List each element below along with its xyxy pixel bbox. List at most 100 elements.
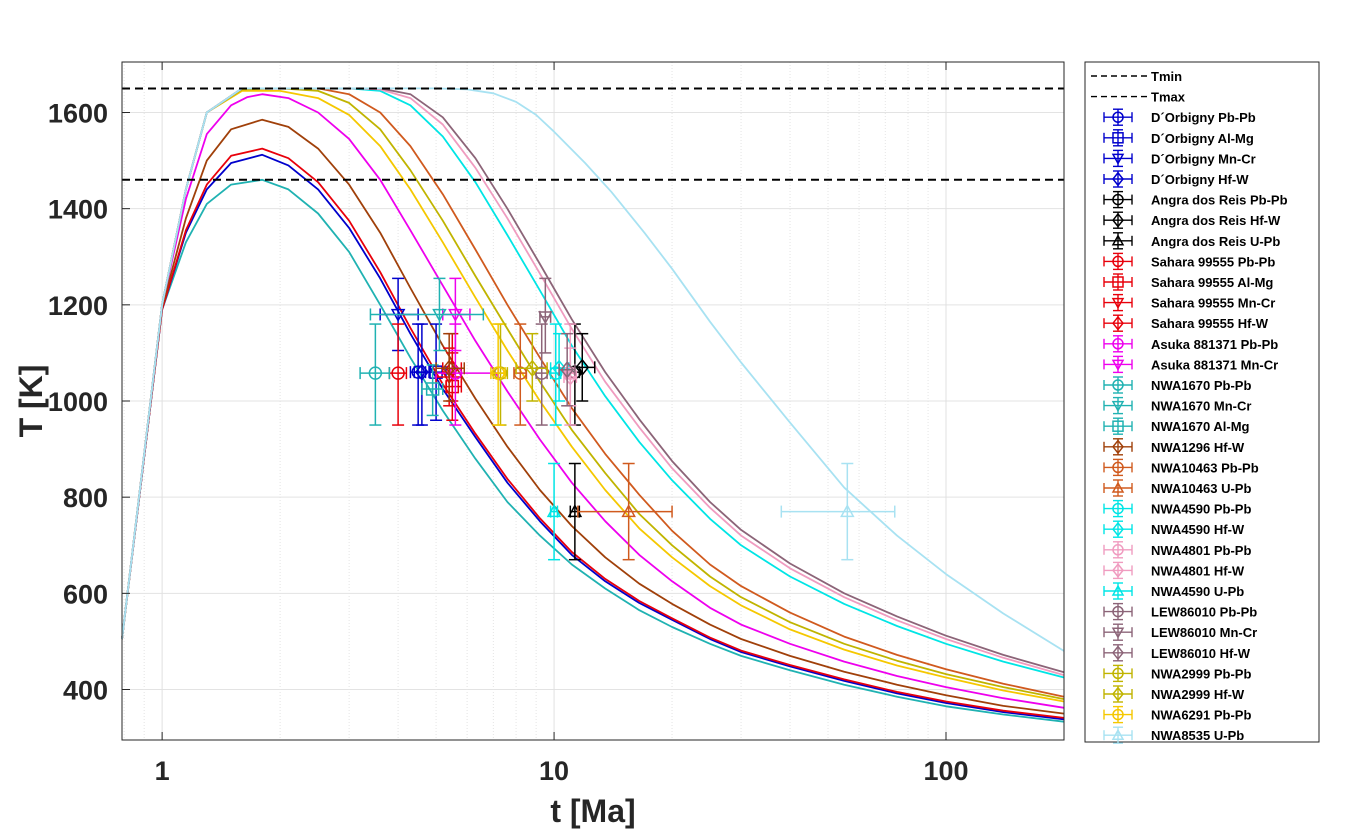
data-point-nwa1296-hf-w: [435, 332, 466, 402]
axis-ticks: 400 600 800 1000 1200 1400 1600 1 10 100: [48, 62, 969, 786]
curve-lew86010: [121, 87, 1065, 674]
legend-label: NWA10463 U-Pb: [1151, 481, 1251, 496]
legend-item: Angra dos Reis Hf-W: [1103, 211, 1281, 229]
legend-item: Sahara 99555 Al-Mg: [1103, 273, 1273, 291]
legend-item: NWA2999 Hf-W: [1103, 685, 1245, 703]
legend-item: NWA4801 Hf-W: [1103, 561, 1245, 580]
legend-item: D´Orbigny Pb-Pb: [1103, 108, 1256, 126]
triangle-down-marker: [1111, 153, 1125, 165]
data-point-nwa2999-hf-w: [515, 332, 548, 402]
diamond-marker: [552, 359, 567, 378]
x-tick-label: 1: [155, 756, 170, 786]
triangle-down-marker: [432, 308, 447, 322]
legend[interactable]: Tmin Tmax D´Orbigny Pb-Pb D´Orbigny Al-Mg D´…: [1084, 61, 1320, 744]
legend-label: D´Orbigny Pb-Pb: [1151, 110, 1256, 125]
circle-marker: [1112, 379, 1124, 391]
x-axis-label: t [Ma]: [550, 793, 635, 829]
data-point-lew86010-hf-w: [558, 332, 576, 407]
diamond-marker: [1112, 686, 1124, 702]
legend-item: NWA8535 U-Pb: [1103, 726, 1244, 744]
legend-label: NWA2999 Hf-W: [1151, 687, 1245, 702]
legend-label: NWA1670 Mn-Cr: [1151, 399, 1251, 414]
circle-marker: [491, 366, 505, 380]
data-point-angra-dos-reis-hf-w: [569, 332, 596, 402]
diamond-marker: [525, 359, 540, 378]
curve-sahara-99555: [121, 147, 1065, 719]
legend-label: Asuka 881371 Pb-Pb: [1151, 337, 1278, 352]
legend-label: Angra dos Reis Pb-Pb: [1151, 193, 1288, 208]
legend-label: LEW86010 Mn-Cr: [1151, 625, 1257, 640]
data-point-nwa8535-u-pb: [780, 462, 896, 561]
diamond-marker: [442, 359, 457, 378]
legend-item: NWA4590 Pb-Pb: [1103, 499, 1251, 518]
curve-nwa6291: [121, 90, 1065, 703]
diamond-marker: [445, 359, 460, 378]
legend-item: NWA1296 Hf-W: [1103, 438, 1245, 456]
legend-label: NWA4801 Pb-Pb: [1151, 543, 1251, 558]
diamond-marker: [1112, 315, 1124, 331]
circle-marker: [1112, 667, 1124, 680]
triangle-up-marker: [1111, 234, 1125, 246]
triangle-down-marker: [1111, 627, 1125, 639]
curve-nwa4590: [121, 87, 1065, 679]
legend-item: D´Orbigny Mn-Cr: [1103, 149, 1256, 168]
circle-marker: [1112, 461, 1124, 474]
legend-label: LEW86010 Pb-Pb: [1151, 605, 1257, 620]
legend-box: [1084, 61, 1320, 743]
legend-item: Asuka 881371 Mn-Cr: [1103, 355, 1278, 374]
circle-marker: [391, 366, 405, 380]
triangle-down-marker: [1111, 400, 1125, 413]
legend-item: Sahara 99555 Mn-Cr: [1103, 293, 1275, 312]
legend-item: Tmin: [1091, 69, 1182, 84]
square-marker: [1112, 420, 1124, 432]
data-point-lew86010-pb-pb: [534, 323, 549, 426]
legend-item: NWA1670 Pb-Pb: [1103, 376, 1251, 394]
legend-item: NWA2999 Pb-Pb: [1103, 664, 1251, 683]
legend-label: NWA6291 Pb-Pb: [1151, 708, 1251, 723]
legend-label: D´Orbigny Hf-W: [1151, 172, 1249, 187]
circle-marker: [1112, 544, 1124, 556]
diamond-marker: [1112, 212, 1124, 228]
square-marker: [425, 382, 440, 396]
legend-label: Sahara 99555 Hf-W: [1151, 316, 1269, 331]
legend-item: Angra dos Reis Pb-Pb: [1103, 190, 1288, 209]
legend-label: NWA1670 Pb-Pb: [1151, 378, 1251, 393]
legend-label: Tmax: [1151, 90, 1186, 105]
diamond-marker: [1112, 562, 1124, 578]
triangle-up-marker: [546, 504, 562, 518]
legend-label: Sahara 99555 Al-Mg: [1151, 275, 1273, 290]
y-tick-label: 1000: [48, 387, 108, 417]
circle-marker: [1112, 111, 1124, 123]
diamond-marker: [575, 358, 590, 377]
data-point-nwa1670-pb-pb: [359, 323, 391, 426]
y-tick-label: 1200: [48, 291, 108, 321]
legend-item: Angra dos Reis U-Pb: [1103, 232, 1280, 250]
diamond-marker: [1112, 521, 1124, 537]
legend-item: LEW86010 Mn-Cr: [1103, 623, 1257, 641]
circle-marker: [513, 366, 528, 380]
y-axis-label: T [K]: [13, 365, 49, 438]
curve-nwa1296: [121, 118, 1065, 715]
diamond-marker: [1112, 171, 1124, 187]
legend-label: LEW86010 Hf-W: [1151, 646, 1251, 661]
legend-label: Sahara 99555 Pb-Pb: [1151, 254, 1275, 269]
y-tick-label: 1600: [48, 98, 108, 128]
legend-item: Asuka 881371 Pb-Pb: [1103, 335, 1278, 353]
triangle-down-marker: [1111, 359, 1125, 371]
data-point-nwa6291-pb-pb: [490, 323, 506, 426]
legend-item: NWA4590 Hf-W: [1103, 520, 1245, 538]
triangle-up-marker: [1111, 728, 1125, 740]
circle-marker: [1112, 338, 1124, 350]
curve-nwa4801: [121, 87, 1065, 676]
legend-label: Angra dos Reis U-Pb: [1151, 234, 1280, 249]
legend-label: NWA4590 Hf-W: [1151, 522, 1245, 537]
x-tick-label: 10: [539, 756, 569, 786]
legend-item: Sahara 99555 Hf-W: [1103, 314, 1269, 332]
circle-marker: [1112, 708, 1124, 721]
diamond-marker: [414, 363, 429, 381]
legend-label: Sahara 99555 Mn-Cr: [1151, 296, 1275, 311]
legend-label: NWA2999 Pb-Pb: [1151, 666, 1251, 681]
curve-asuka-881371: [121, 93, 1065, 709]
legend-label: NWA1670 Al-Mg: [1151, 419, 1250, 434]
